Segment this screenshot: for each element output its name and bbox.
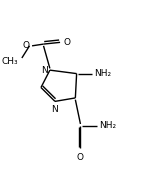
- Text: O: O: [76, 153, 83, 162]
- Text: CH₃: CH₃: [1, 57, 18, 66]
- Text: N: N: [41, 66, 48, 75]
- Text: NH₂: NH₂: [99, 121, 116, 130]
- Text: O: O: [23, 41, 29, 50]
- Text: NH₂: NH₂: [94, 69, 111, 78]
- Text: O: O: [63, 38, 70, 47]
- Text: N: N: [52, 105, 58, 114]
